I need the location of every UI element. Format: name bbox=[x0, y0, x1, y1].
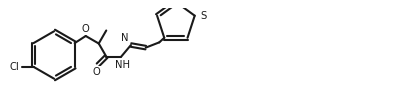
Text: S: S bbox=[200, 11, 206, 21]
Text: O: O bbox=[82, 24, 90, 34]
Text: Cl: Cl bbox=[10, 62, 20, 72]
Text: N: N bbox=[121, 33, 129, 43]
Text: O: O bbox=[92, 67, 100, 77]
Text: NH: NH bbox=[115, 61, 130, 70]
